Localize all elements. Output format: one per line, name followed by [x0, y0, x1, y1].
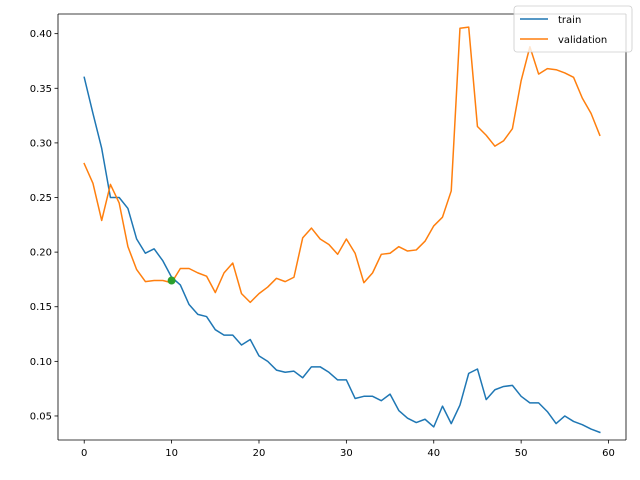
x-tick-label: 30 — [340, 448, 353, 459]
y-tick-label: 0.10 — [30, 357, 52, 368]
y-tick-label: 0.35 — [30, 84, 52, 95]
y-tick-label: 0.40 — [30, 29, 52, 40]
x-tick-label: 10 — [165, 448, 178, 459]
y-tick-label: 0.15 — [30, 302, 52, 313]
x-tick-label: 60 — [602, 448, 615, 459]
legend-label-validation: validation — [558, 35, 607, 46]
x-tick-label: 20 — [253, 448, 266, 459]
legend-label-train: train — [558, 15, 581, 26]
x-tick-label: 50 — [515, 448, 528, 459]
series-line-train — [83, 76, 601, 434]
legend-box — [513, 5, 633, 53]
axes-layer: 0 10 20 30 40 50 60 0.05 0.10 0.15 0.20 0.25 0.30 0.3… — [30, 13, 627, 459]
best-epoch-marker — [167, 276, 176, 285]
y-tick-label: 0.05 — [30, 411, 52, 422]
legend: train validation — [513, 5, 633, 53]
y-tick-label: 0.25 — [30, 193, 52, 204]
marker-layer — [167, 276, 176, 285]
y-tick-label: 0.20 — [30, 248, 52, 259]
y-tick-label: 0.30 — [30, 138, 52, 149]
x-tick-label: 40 — [427, 448, 440, 459]
x-tick-label: 0 — [81, 448, 87, 459]
